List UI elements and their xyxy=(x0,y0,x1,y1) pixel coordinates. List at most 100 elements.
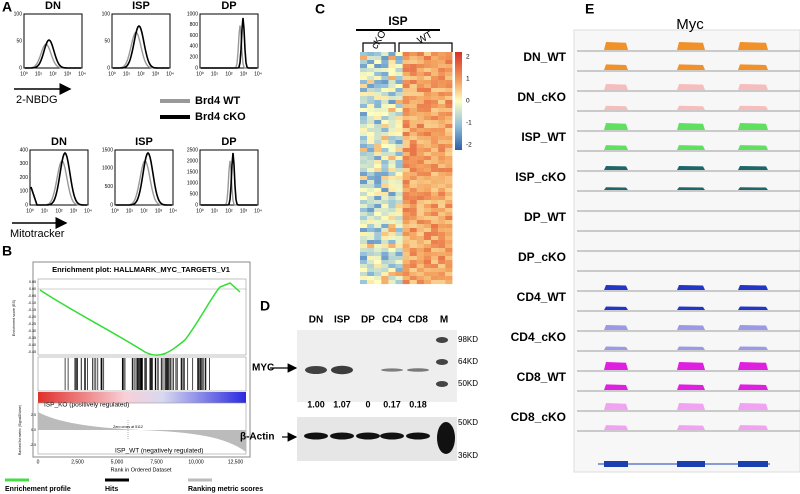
heatmap-cell xyxy=(409,260,417,265)
label: β-Actin xyxy=(240,432,274,443)
heatmap-cell xyxy=(395,148,403,153)
heatmap-cell xyxy=(367,248,375,253)
heatmap-cell xyxy=(416,196,424,201)
label: -0.05 xyxy=(28,294,36,298)
heatmap-cell xyxy=(409,72,417,77)
heatmap-cell xyxy=(445,232,453,237)
histogram-curve xyxy=(113,24,169,69)
heatmap-cell xyxy=(395,280,403,285)
heatmap-cell xyxy=(402,184,410,189)
heatmap-cell xyxy=(388,240,396,245)
heatmap-cell xyxy=(402,168,410,173)
heatmap-cell xyxy=(409,264,417,269)
heatmap-cell xyxy=(438,168,446,173)
metric-area xyxy=(38,412,246,452)
label: -0.20 xyxy=(28,315,36,319)
label: Enrichement profile xyxy=(5,486,71,493)
heatmap-cell xyxy=(431,132,439,137)
label: 10¹ xyxy=(123,71,131,77)
heatmap-cell xyxy=(360,240,368,245)
heatmap-cell xyxy=(423,76,432,81)
heatmap-cell xyxy=(423,140,432,145)
heatmap-cell xyxy=(374,212,382,217)
coverage-peak xyxy=(604,145,628,150)
heatmap-cell xyxy=(395,116,403,121)
band xyxy=(305,366,327,374)
heatmap-cell xyxy=(423,180,432,185)
heatmap-cell xyxy=(409,156,417,161)
heatmap-cell xyxy=(381,100,389,105)
heatmap-cell xyxy=(395,200,403,205)
heatmap-cell xyxy=(395,212,403,217)
heatmap-cell xyxy=(445,200,453,205)
heatmap-cell xyxy=(381,88,389,93)
coverage-peak xyxy=(677,346,705,350)
label: CD4 xyxy=(382,315,402,326)
heatmap-cell xyxy=(360,280,368,285)
coverage-peak xyxy=(677,362,705,370)
heatmap xyxy=(360,52,453,285)
heatmap-cell xyxy=(402,220,410,225)
heatmap-cell xyxy=(374,224,382,229)
heatmap-cell xyxy=(431,160,439,165)
heatmap-cell xyxy=(381,240,389,245)
heatmap-cell xyxy=(431,104,439,109)
heatmap-cell xyxy=(360,152,368,157)
label: 50 xyxy=(104,38,110,44)
coverage-peak xyxy=(604,84,628,90)
heatmap-cell xyxy=(445,228,453,233)
heatmap-cell xyxy=(445,212,453,217)
heatmap-cell xyxy=(367,264,375,269)
heatmap-cell xyxy=(360,84,368,89)
heatmap-cell xyxy=(395,260,403,265)
heatmap-cell xyxy=(423,112,432,117)
heatmap-cell xyxy=(409,140,417,145)
heatmap-cell xyxy=(416,264,424,269)
heatmap-cell xyxy=(374,256,382,261)
heatmap-cell xyxy=(445,272,453,277)
heatmap-cell xyxy=(445,184,453,189)
coverage-peak xyxy=(604,306,628,310)
heatmap-cell xyxy=(409,116,417,121)
label: 10⁴ xyxy=(84,208,92,214)
heatmap-cell xyxy=(381,244,389,249)
label: 0 xyxy=(195,65,198,71)
heatmap-cell xyxy=(445,52,453,57)
heatmap-cell xyxy=(395,184,403,189)
heatmap-cell xyxy=(431,196,439,201)
label: 0 xyxy=(466,98,470,105)
coverage-peak xyxy=(604,325,628,330)
heatmap-cell xyxy=(374,76,382,81)
heatmap-cell xyxy=(395,76,403,81)
heatmap-cell xyxy=(431,248,439,253)
heatmap-cell xyxy=(374,228,382,233)
heatmap-cell xyxy=(416,64,424,69)
heatmap-cell xyxy=(374,236,382,241)
heatmap-cell xyxy=(416,244,424,249)
heatmap-cell xyxy=(360,80,368,85)
heatmap-cell xyxy=(416,232,424,237)
heatmap-cell xyxy=(445,264,453,269)
label: E xyxy=(585,1,594,17)
heatmap-cell xyxy=(381,260,389,265)
heatmap-cell xyxy=(445,256,453,261)
label: 500 xyxy=(105,184,114,190)
heatmap-cell xyxy=(438,68,446,73)
heatmap-cell xyxy=(360,236,368,241)
heatmap-cell xyxy=(438,212,446,217)
heatmap-cell xyxy=(423,232,432,237)
heatmap-cell xyxy=(374,204,382,209)
heatmap-cell xyxy=(445,104,453,109)
heatmap-cell xyxy=(423,220,432,225)
heatmap-cell xyxy=(360,56,368,61)
histogram-curve xyxy=(30,151,87,206)
heatmap-cell xyxy=(402,88,410,93)
heatmap-cell xyxy=(360,132,368,137)
heatmap-cell xyxy=(381,52,389,57)
label: cKO xyxy=(369,29,388,52)
heatmap-cell xyxy=(416,104,424,109)
coverage-peak xyxy=(677,166,705,170)
heatmap-cell xyxy=(395,256,403,261)
heatmap-cell xyxy=(416,184,424,189)
heatmap-cell xyxy=(402,68,410,73)
